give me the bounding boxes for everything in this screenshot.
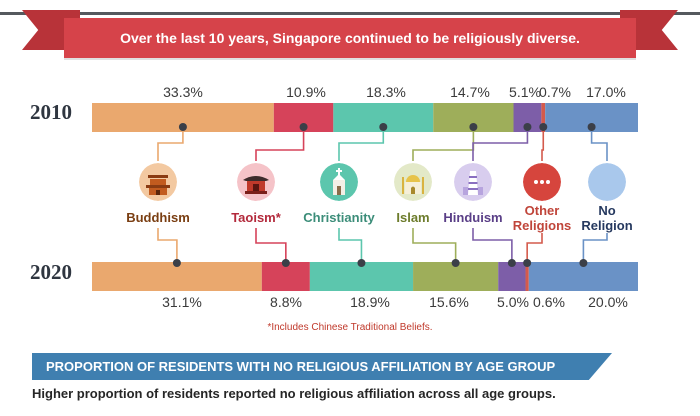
year-label-2010: 2010 xyxy=(30,100,72,124)
legend-label-buddhism: Buddhism xyxy=(126,210,190,225)
legend-label-hinduism: Hinduism xyxy=(443,210,503,225)
dot-2010-christianity xyxy=(379,123,388,131)
value-label-2020-taoism: 8.8% xyxy=(270,294,302,310)
dot-2020-christianity xyxy=(357,259,366,267)
dot-2010-no-religion xyxy=(587,123,596,131)
value-label-2020-christianity: 18.9% xyxy=(350,294,390,310)
value-label-2010-no-religion: 17.0% xyxy=(586,84,626,100)
dot-2010-taoism xyxy=(299,123,308,131)
chinese-temple-icon xyxy=(237,163,275,201)
connector-2020-hinduism xyxy=(472,228,513,263)
value-label-2010-hinduism: 5.1% xyxy=(509,84,541,100)
connector-2010-christianity xyxy=(338,127,385,161)
dot-2010-other-religions xyxy=(539,123,548,131)
connector-2010-no-religion xyxy=(590,127,608,161)
value-label-2010-islam: 14.7% xyxy=(450,84,490,100)
connector-2020-taoism xyxy=(255,228,287,263)
legend-label-no-religion: No Religion xyxy=(581,203,633,233)
connector-2010-buddhism xyxy=(157,127,184,161)
dot-2010-buddhism xyxy=(178,123,187,131)
connector-2010-islam xyxy=(412,127,475,161)
legend-label-taoism: Taoism* xyxy=(231,210,281,225)
dot-2010-hinduism xyxy=(523,123,532,131)
value-label-2010-taoism: 10.9% xyxy=(286,84,326,100)
connector-2020-islam xyxy=(412,228,457,263)
dot-2010-islam xyxy=(469,123,478,131)
mosque-icon xyxy=(394,163,432,201)
title-banner: Over the last 10 years, Singapore contin… xyxy=(64,18,636,58)
connector-2020-christianity xyxy=(338,228,363,263)
legend-label-islam: Islam xyxy=(396,210,430,225)
bar-2010-other-religions xyxy=(541,103,546,132)
legend-label-other-religions: Other Religions xyxy=(512,203,572,233)
church-icon xyxy=(320,163,358,201)
value-label-2010-christianity: 18.3% xyxy=(366,84,406,100)
value-label-2010-buddhism: 33.3% xyxy=(163,84,203,100)
dot-2020-other-religions xyxy=(523,259,532,267)
empty-circle-icon xyxy=(588,163,626,201)
value-label-2020-islam: 15.6% xyxy=(429,294,469,310)
title-banner-text: Over the last 10 years, Singapore contin… xyxy=(120,30,580,46)
pagoda-icon xyxy=(139,163,177,201)
value-label-2020-other-religions: 0.6% xyxy=(533,294,565,310)
value-label-2020-buddhism: 31.1% xyxy=(162,294,202,310)
value-label-2020-no-religion: 20.0% xyxy=(588,294,628,310)
footnote: *Includes Chinese Traditional Beliefs. xyxy=(267,322,433,333)
dot-2020-hinduism xyxy=(507,259,516,267)
ellipsis-icon xyxy=(523,163,561,201)
dot-2020-islam xyxy=(451,259,460,267)
connector-2020-other-religions xyxy=(526,233,543,263)
section-header: PROPORTION OF RESIDENTS WITH NO RELIGIOU… xyxy=(32,353,612,380)
section-subtitle: Higher proportion of residents reported … xyxy=(32,386,556,401)
dot-2020-no-religion xyxy=(579,259,588,267)
legend-label-christianity: Christianity xyxy=(303,210,375,225)
top-divider xyxy=(0,12,700,15)
connector-2010-hinduism xyxy=(472,127,529,161)
connector-2020-no-religion xyxy=(582,233,608,263)
dot-2020-buddhism xyxy=(172,259,181,267)
value-label-2020-hinduism: 5.0% xyxy=(497,294,529,310)
value-label-2010-other-religions: 0.7% xyxy=(539,84,571,100)
hindu-temple-icon xyxy=(454,163,492,201)
connector-2010-other-religions xyxy=(541,127,545,161)
dot-2020-taoism xyxy=(281,259,290,267)
connector-2020-buddhism xyxy=(157,228,178,263)
section-header-text: PROPORTION OF RESIDENTS WITH NO RELIGIOU… xyxy=(46,359,556,374)
connector-2010-taoism xyxy=(255,127,305,161)
year-label-2020: 2020 xyxy=(30,260,72,284)
bar-2020-other-religions xyxy=(525,262,529,291)
